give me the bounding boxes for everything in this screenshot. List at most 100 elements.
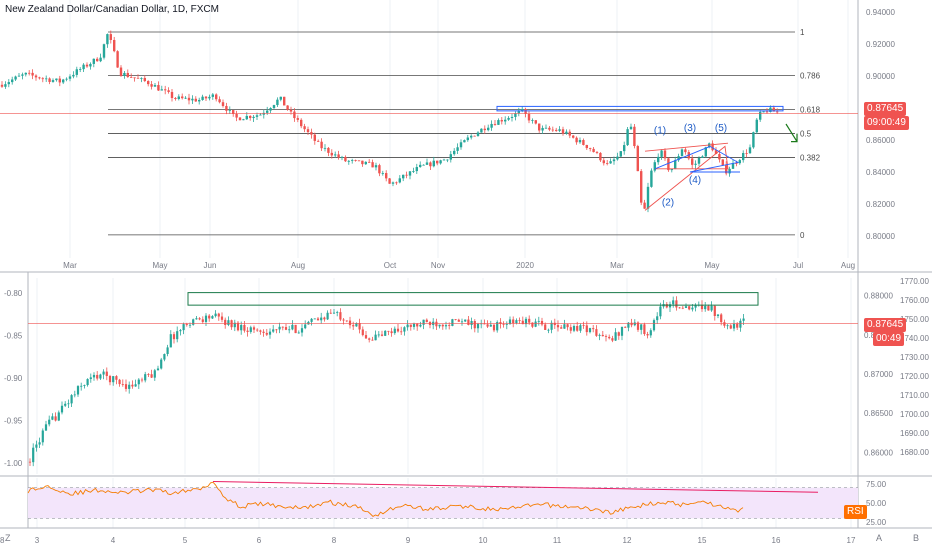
candle-body [320, 317, 323, 321]
candle-body [169, 334, 172, 348]
candle-body [249, 327, 252, 332]
candle-body [540, 320, 544, 325]
candle-body [553, 322, 556, 326]
candle-body [500, 120, 503, 122]
candle-body [167, 90, 170, 92]
price-axis-tick: 0.88000 [864, 292, 893, 301]
candle-body [130, 76, 133, 78]
fib-label-4: 0.382 [800, 153, 821, 162]
wave-label-2: (3) [684, 123, 696, 134]
candle-body [284, 327, 288, 330]
candle-body [739, 320, 742, 328]
candle-body [510, 116, 514, 118]
candle-body [34, 75, 38, 78]
auto-scale-button[interactable]: A [876, 533, 883, 543]
right-axis-tick: 1770.00 [900, 277, 929, 286]
candle-body [762, 111, 765, 113]
top-x-tick: Nov [431, 261, 445, 270]
candle-body [556, 325, 560, 328]
candle-body [85, 64, 89, 67]
candle-body [684, 306, 688, 308]
candle-body [391, 182, 395, 184]
candle-body [585, 325, 588, 333]
candle-body [667, 158, 670, 171]
candle-body [624, 326, 627, 328]
candle-body [377, 334, 380, 336]
candle-body [339, 312, 342, 320]
candle-body [64, 403, 67, 406]
candle-body [150, 374, 153, 378]
candle-body [502, 323, 505, 325]
candle-body [716, 314, 720, 317]
candle-body [704, 147, 707, 157]
candle-body [275, 329, 278, 331]
resistance-box [187, 292, 759, 306]
candle-body [599, 152, 602, 161]
candle-body [255, 115, 259, 117]
candle-body [464, 319, 467, 322]
candle-body [86, 379, 89, 386]
candle-body [113, 39, 116, 52]
candle-body [320, 141, 323, 149]
candle-body [123, 72, 126, 76]
candle-body [544, 324, 547, 330]
candle-body [334, 154, 337, 156]
rsi-line [27, 481, 744, 517]
candle-body [166, 347, 169, 355]
candle-body [344, 156, 347, 162]
candle-body [174, 97, 177, 99]
candle-body [232, 110, 235, 114]
candle-body [436, 160, 439, 164]
candle-body [54, 416, 57, 421]
candle-body [601, 334, 604, 337]
candle-body [256, 329, 259, 331]
bottom-x-tick: 4 [111, 536, 116, 545]
candle-body [560, 327, 563, 329]
candle-body [429, 162, 432, 167]
candle-body [70, 395, 73, 404]
candle-body [106, 34, 109, 45]
top-x-tick: 2020 [516, 261, 534, 270]
candle-body [668, 304, 672, 308]
candle-body [51, 416, 54, 420]
candle-body [473, 321, 476, 329]
log-scale-button[interactable]: B [913, 533, 920, 543]
candle-body [121, 384, 124, 385]
candle-body [279, 96, 282, 100]
candle-body [521, 320, 524, 325]
candle-body [663, 150, 667, 159]
candle-body [323, 147, 327, 149]
candle-body [191, 98, 194, 101]
zoom-button[interactable]: Z [5, 533, 11, 543]
candle-body [592, 328, 595, 330]
top-x-tick: Aug [291, 261, 305, 270]
candle-body [355, 322, 358, 327]
candle-body [524, 109, 527, 114]
candle-body [177, 96, 180, 99]
candle-body [238, 117, 242, 121]
candle-body [521, 109, 524, 112]
left-axis-tick: -1.00 [4, 459, 23, 468]
candle-body [442, 159, 446, 161]
candle-body [289, 109, 293, 112]
candle-body [728, 168, 731, 174]
candle-body [769, 107, 772, 113]
candle-body [646, 334, 649, 336]
top-axis-tick: 0.84000 [866, 168, 895, 177]
candle-body [582, 140, 585, 145]
wave-label-1: (2) [662, 198, 674, 209]
bottom-x-tick: 3 [35, 536, 40, 545]
candle-body [32, 447, 35, 463]
axes: 0.94000 0.92000 0.90000 0.86000 0.84000 0.820… [0, 8, 929, 545]
top-x-tick: May [152, 261, 167, 270]
candle-body [58, 78, 61, 83]
candle-body [422, 164, 425, 166]
candle-body [555, 129, 558, 131]
candle-body [765, 111, 769, 113]
candle-body [575, 137, 578, 143]
bottom-x-tick: 10 [479, 536, 488, 545]
candle-body [409, 324, 412, 327]
top-x-tick: Mar [63, 261, 77, 270]
bottom-x-tick: 11 [553, 536, 562, 545]
